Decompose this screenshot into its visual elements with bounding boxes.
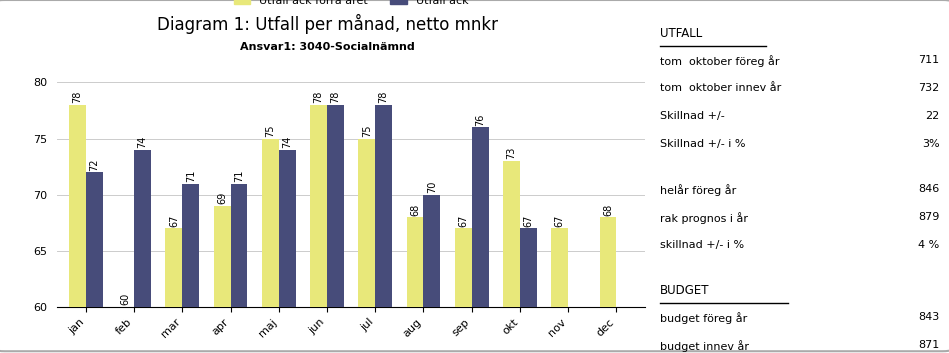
Bar — [472, 127, 489, 353]
Bar — [359, 139, 375, 353]
Text: 78: 78 — [379, 91, 389, 103]
Text: BUDGET: BUDGET — [660, 285, 709, 297]
Text: 69: 69 — [217, 192, 227, 204]
Text: 846: 846 — [919, 184, 940, 194]
Text: 71: 71 — [234, 169, 244, 182]
Text: 70: 70 — [427, 181, 437, 193]
Text: 67: 67 — [458, 214, 468, 227]
Bar — [600, 217, 617, 353]
Bar — [279, 150, 296, 353]
Text: skillnad +/- i %: skillnad +/- i % — [660, 240, 744, 250]
Text: 78: 78 — [72, 91, 83, 103]
Text: 22: 22 — [925, 111, 940, 121]
Text: 78: 78 — [330, 91, 341, 103]
Bar — [327, 105, 344, 353]
Text: 74: 74 — [138, 136, 147, 148]
Text: budget föreg år: budget föreg år — [660, 312, 747, 324]
Text: rak prognos i år: rak prognos i år — [660, 212, 748, 223]
Text: 67: 67 — [169, 214, 179, 227]
Text: 4 %: 4 % — [919, 240, 940, 250]
Text: 3%: 3% — [921, 139, 940, 149]
Bar — [182, 184, 199, 353]
Text: Ansvar1: 3040-Socialnämnd: Ansvar1: 3040-Socialnämnd — [240, 42, 415, 52]
Bar — [262, 139, 279, 353]
Text: 60: 60 — [121, 293, 131, 305]
Bar — [551, 228, 568, 353]
Text: 67: 67 — [523, 214, 533, 227]
Text: 72: 72 — [89, 158, 100, 170]
Text: tom  oktober innev år: tom oktober innev år — [660, 83, 781, 93]
Text: 68: 68 — [410, 203, 420, 216]
Text: 71: 71 — [186, 169, 195, 182]
Text: 76: 76 — [475, 113, 485, 126]
Bar — [503, 161, 520, 353]
Text: 732: 732 — [919, 83, 940, 93]
Bar — [423, 195, 440, 353]
Bar — [134, 150, 151, 353]
Text: Skillnad +/-: Skillnad +/- — [660, 111, 724, 121]
Text: 74: 74 — [282, 136, 292, 148]
Text: 75: 75 — [266, 125, 275, 137]
Text: 67: 67 — [555, 214, 565, 227]
Text: 68: 68 — [603, 203, 613, 216]
Bar — [406, 217, 423, 353]
Text: budget innev år: budget innev år — [660, 340, 749, 352]
Text: 843: 843 — [919, 312, 940, 322]
Bar — [520, 228, 537, 353]
Bar — [310, 105, 327, 353]
Bar — [455, 228, 472, 353]
Bar — [375, 105, 392, 353]
Bar — [85, 172, 102, 353]
Text: UTFALL: UTFALL — [660, 27, 702, 40]
Text: 871: 871 — [919, 340, 940, 350]
Bar — [69, 105, 85, 353]
Bar — [118, 307, 134, 353]
Text: Skillnad +/- i %: Skillnad +/- i % — [660, 139, 745, 149]
Text: helår föreg år: helår föreg år — [660, 184, 735, 196]
Text: 879: 879 — [918, 212, 940, 222]
Text: tom  oktober föreg år: tom oktober föreg år — [660, 55, 779, 67]
Text: 711: 711 — [919, 55, 940, 65]
Bar — [231, 184, 248, 353]
Bar — [214, 206, 231, 353]
Text: 75: 75 — [362, 125, 372, 137]
Text: 73: 73 — [507, 147, 516, 160]
Legend: Utfall ack förra året, Utfall ack: Utfall ack förra året, Utfall ack — [230, 0, 473, 11]
Text: 78: 78 — [313, 91, 324, 103]
Bar — [165, 228, 182, 353]
Text: Diagram 1: Utfall per månad, netto mnkr: Diagram 1: Utfall per månad, netto mnkr — [157, 14, 498, 34]
